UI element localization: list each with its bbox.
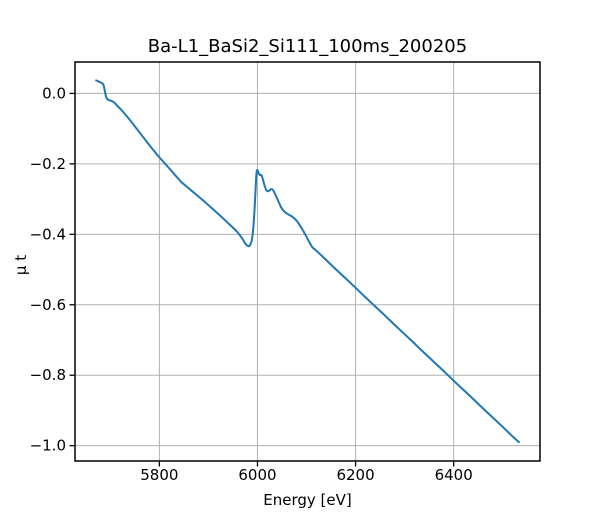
x-tick-label: 6000 (238, 466, 276, 484)
chart-title: Ba-L1_BaSi2_Si111_100ms_200205 (148, 36, 467, 57)
y-tick-label: −0.6 (30, 296, 66, 314)
y-tick-label: 0.0 (42, 84, 66, 102)
y-tick-label: −0.8 (30, 366, 66, 384)
y-axis-label: μ t (12, 255, 30, 275)
x-tick-label: 6400 (435, 466, 473, 484)
y-tick-label: −0.2 (30, 155, 66, 173)
axes-border (74, 61, 541, 462)
y-tick-label: −1.0 (30, 437, 66, 455)
x-tick-label: 5800 (140, 466, 178, 484)
y-tick-label: −0.4 (30, 225, 66, 243)
data-line (95, 79, 520, 444)
x-tick-label: 6200 (336, 466, 374, 484)
x-axis-label: Energy [eV] (263, 491, 351, 509)
chart-generated-layer: 5800 6000 6200 6400 0.0 −0.2 −0.4 −0.6 −0.8 −1.0 (30, 61, 541, 484)
